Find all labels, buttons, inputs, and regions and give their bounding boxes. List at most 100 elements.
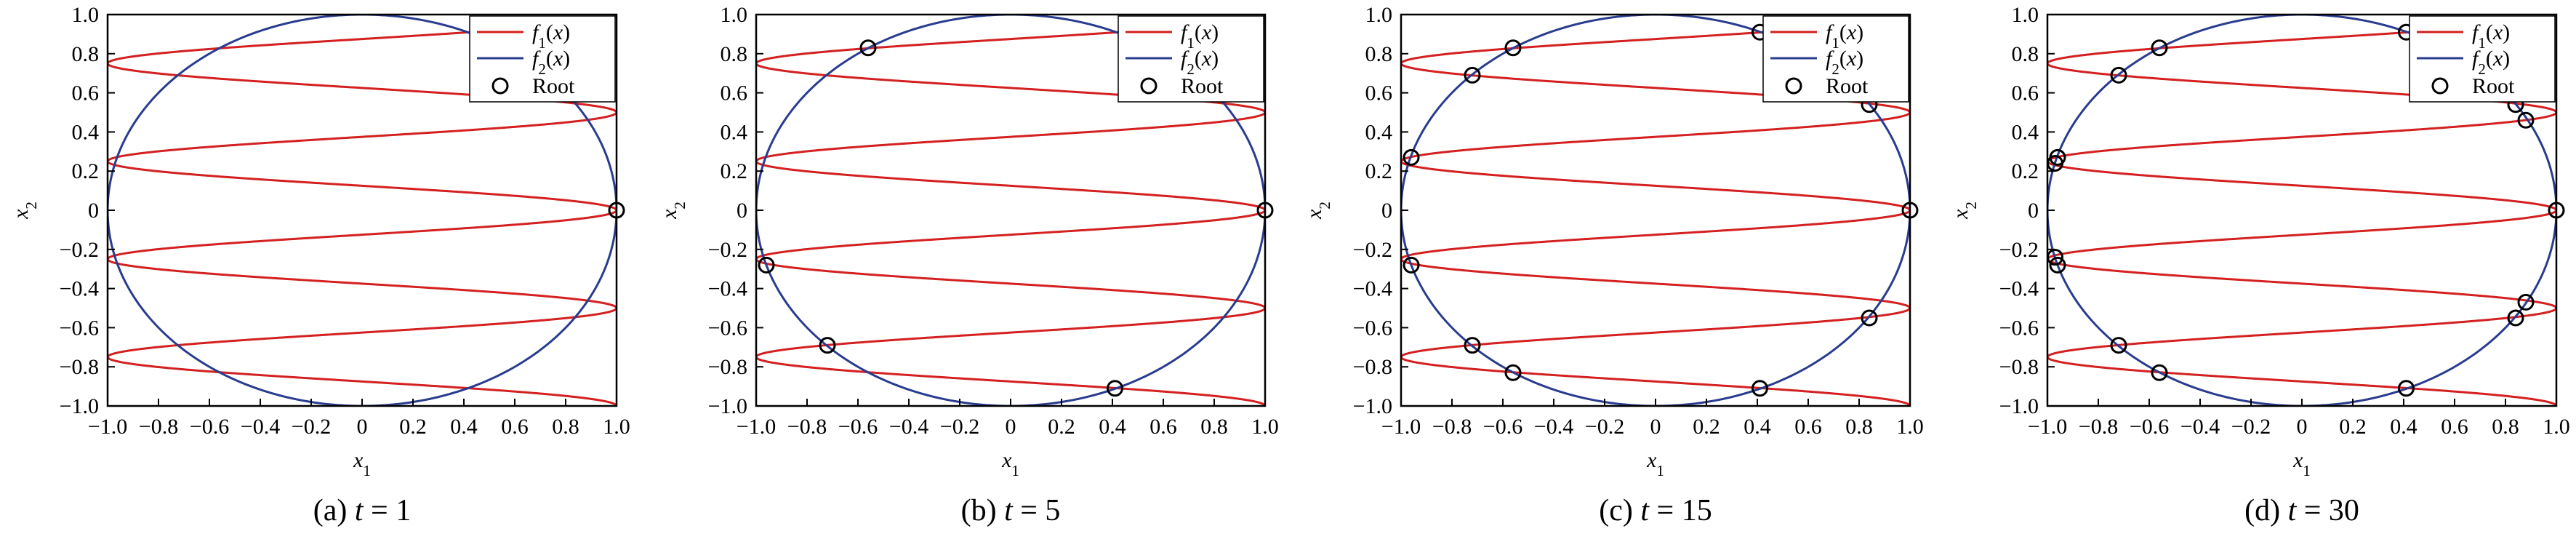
root-marker-13 <box>2517 111 2535 129</box>
panel-caption: (a) t = 1 <box>313 494 411 527</box>
x-tick-label: −0.4 <box>1534 415 1573 439</box>
x-tick-label: −0.8 <box>139 415 178 439</box>
x-tick-label: 0 <box>357 415 368 439</box>
x-tick-label: 0.2 <box>2339 415 2367 439</box>
y-tick-label: 0 <box>1381 199 1392 223</box>
x-tick-label: −0.2 <box>1585 415 1624 439</box>
panel-caption: (c) t = 15 <box>1599 494 1712 527</box>
y-tick-label: −1.0 <box>1999 394 2039 418</box>
root-marker-5 <box>1107 380 1123 397</box>
x-tick-label: 0.2 <box>399 415 427 439</box>
y-tick-label: −0.2 <box>708 238 747 262</box>
x-tick-label: 1.0 <box>2543 415 2570 439</box>
y-axis-label: x2 <box>1302 202 1333 220</box>
y-tick-label: 0.8 <box>72 42 100 66</box>
root-marker-11 <box>1861 309 1878 327</box>
root-marker-15 <box>2517 293 2535 311</box>
legend-swatch-root <box>1140 77 1157 95</box>
y-axis-label: x2 <box>657 202 689 220</box>
y-tick-label: 0.8 <box>1365 42 1393 66</box>
series-f1-line <box>1401 15 1910 406</box>
root-marker-6 <box>2110 66 2127 84</box>
y-tick-label: 0.4 <box>2012 120 2039 144</box>
x-tick-label: −0.8 <box>2079 415 2118 439</box>
x-tick-label: −0.4 <box>241 415 280 439</box>
y-tick-label: 0.2 <box>721 159 748 183</box>
legend-label-3: Root <box>1181 74 1224 98</box>
legend-label-3: Root <box>2472 74 2515 98</box>
root-marker-11 <box>2398 380 2415 397</box>
y-tick-label: 0.2 <box>1365 159 1393 183</box>
chart-panel-1: −1.0 −0.8 −0.6 −0.4 −0.2 0 0.2 0.4 0.6 0.8 1.0 1.0 0… <box>9 3 630 527</box>
legend-label-2: f2(x) <box>1181 47 1219 78</box>
x-tick-label: −1.0 <box>1381 415 1421 439</box>
y-tick-label: −0.6 <box>60 316 99 340</box>
y-tick-label: −1.0 <box>708 394 747 418</box>
y-tick-label: 0.6 <box>721 81 748 105</box>
panel-caption: (d) t = 30 <box>2244 494 2359 527</box>
legend-label-3: Root <box>1826 74 1869 98</box>
y-tick-label: −0.8 <box>708 355 747 379</box>
legend-label-2: f2(x) <box>1826 47 1863 78</box>
y-tick-label: 0.6 <box>2012 81 2039 105</box>
root-marker-4 <box>1464 66 1481 84</box>
y-tick-label: −0.6 <box>1999 316 2039 340</box>
x-tick-label: 0.4 <box>450 415 478 439</box>
y-tick-label: −1.0 <box>1353 394 1392 418</box>
x-axis-label: x1 <box>1646 448 1664 479</box>
x-tick-label: −0.6 <box>190 415 229 439</box>
x-tick-label: 0.4 <box>1099 415 1126 439</box>
x-tick-label: −0.8 <box>1432 415 1472 439</box>
y-axis-label: x2 <box>1949 202 1980 220</box>
y-tick-label: −0.4 <box>60 277 99 301</box>
legend: f1(x)f2(x)Root <box>469 15 616 103</box>
x-tick-label: 1.0 <box>603 415 630 439</box>
x-tick-label: −0.2 <box>2231 415 2271 439</box>
x-tick-label: 0.2 <box>1048 415 1075 439</box>
y-tick-label: 1.0 <box>2012 3 2039 27</box>
root-marker-4 <box>859 39 877 57</box>
root-marker-5 <box>1464 337 1481 354</box>
legend-label-2: f2(x) <box>532 47 570 78</box>
y-tick-label: 0 <box>737 199 747 223</box>
y-tick-label: 0 <box>88 199 99 223</box>
x-tick-label: −0.6 <box>838 415 878 439</box>
x-tick-label: −0.6 <box>1483 415 1522 439</box>
root-marker-9 <box>1752 380 1768 397</box>
x-tick-label: 0.6 <box>2441 415 2468 439</box>
x-tick-label: 1.0 <box>1251 415 1279 439</box>
root-marker-9 <box>2151 364 2168 381</box>
x-tick-label: −0.8 <box>787 415 827 439</box>
legend-label-3: Root <box>532 74 575 98</box>
x-axis-label: x1 <box>353 448 371 479</box>
y-tick-label: 0.2 <box>2012 159 2039 183</box>
x-axis-label: x1 <box>1001 448 1019 479</box>
x-tick-label: −0.6 <box>2130 415 2169 439</box>
y-tick-label: 0 <box>2028 199 2039 223</box>
series-f1-line <box>756 15 1265 406</box>
y-tick-label: −1.0 <box>60 394 99 418</box>
y-tick-label: −0.8 <box>1353 355 1392 379</box>
y-tick-label: −0.2 <box>1353 238 1392 262</box>
legend-label-1: f1(x) <box>2472 20 2510 52</box>
y-tick-label: 1.0 <box>72 3 100 27</box>
x-tick-label: −0.4 <box>2180 415 2220 439</box>
x-tick-label: −0.2 <box>292 415 331 439</box>
y-tick-label: −0.8 <box>1999 355 2039 379</box>
root-marker-8 <box>2151 39 2168 57</box>
chart-panel-3: −1.0 −0.8 −0.6 −0.4 −0.2 0 0.2 0.4 0.6 0.8 1.0 1.0 0… <box>1302 3 1924 527</box>
root-marker-5 <box>2049 256 2066 274</box>
series-f1-line <box>108 15 617 406</box>
y-tick-label: −0.4 <box>708 277 747 301</box>
x-tick-label: 0.6 <box>1149 415 1177 439</box>
y-tick-label: 0.8 <box>721 42 748 66</box>
y-tick-label: 0.4 <box>1365 120 1393 144</box>
x-tick-label: 0 <box>2297 415 2308 439</box>
y-tick-label: −0.2 <box>60 238 99 262</box>
legend: f1(x)f2(x)Root <box>1118 15 1264 103</box>
root-marker-2 <box>1403 148 1420 166</box>
root-marker-3 <box>819 337 836 354</box>
x-tick-label: 0.8 <box>2492 415 2519 439</box>
x-tick-label: −0.2 <box>940 415 979 439</box>
